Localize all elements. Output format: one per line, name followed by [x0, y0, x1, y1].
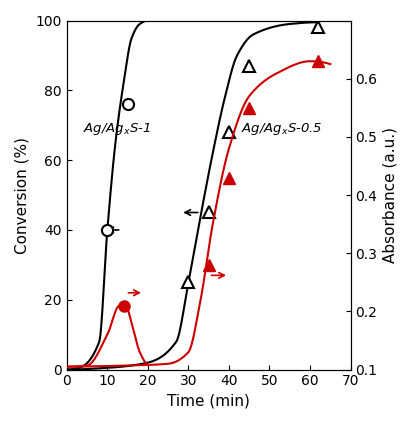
Text: Ag/Ag$_x$S-1: Ag/Ag$_x$S-1 — [83, 121, 151, 137]
Y-axis label: Conversion (%): Conversion (%) — [15, 137, 30, 254]
X-axis label: Time (min): Time (min) — [167, 394, 250, 409]
Text: Ag/Ag$_x$S-0.5: Ag/Ag$_x$S-0.5 — [241, 121, 323, 137]
Y-axis label: Absorbance (a.u.): Absorbance (a.u.) — [383, 127, 398, 263]
